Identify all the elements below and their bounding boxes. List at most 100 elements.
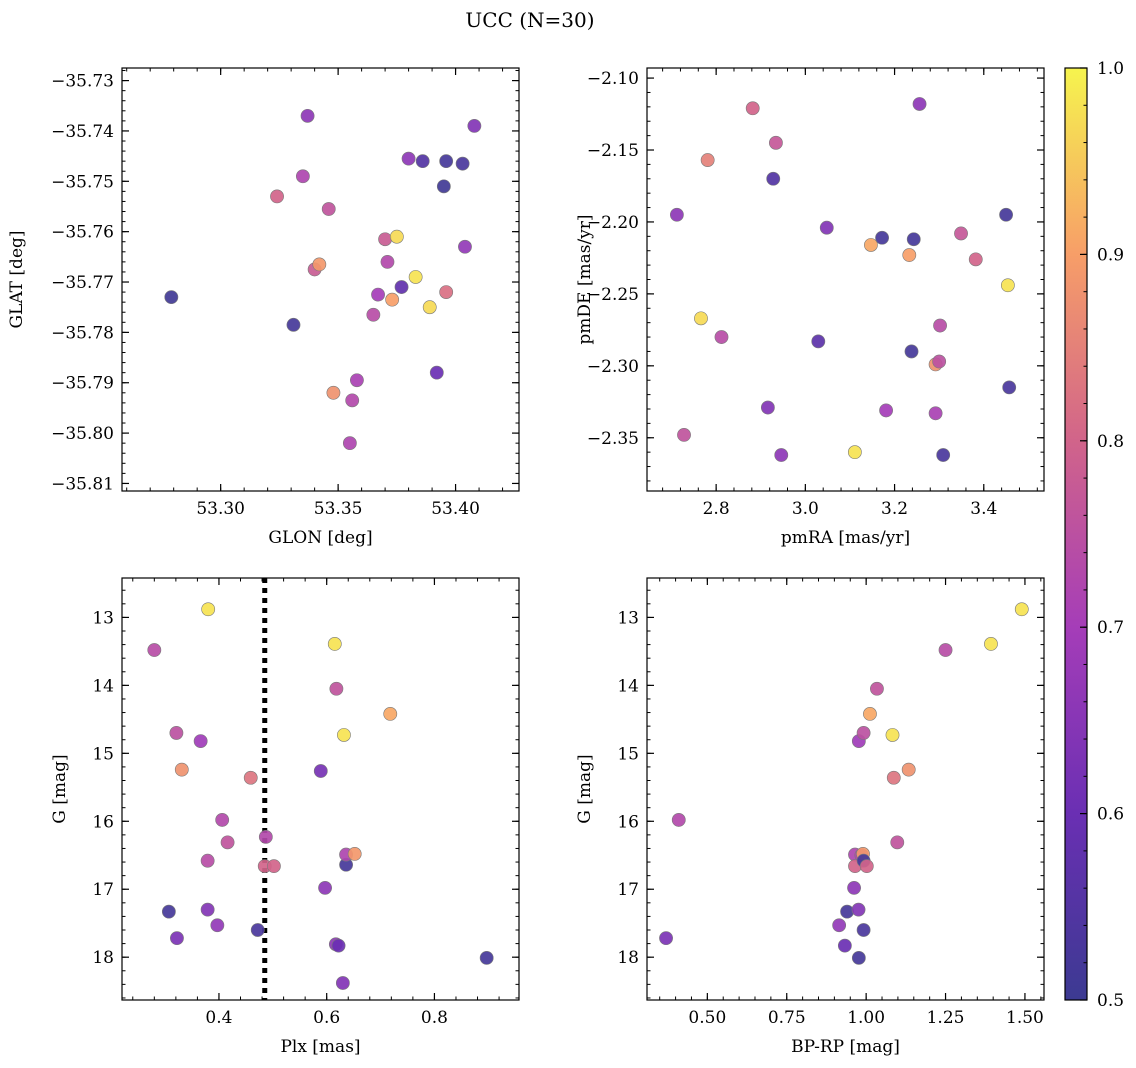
y-axis-label: G [mag] (50, 754, 70, 823)
data-point (879, 403, 893, 418)
data-point (429, 365, 444, 380)
data-point (774, 448, 789, 462)
y-tick-label: −2.35 (587, 429, 639, 449)
data-point (938, 643, 953, 657)
data-point (327, 637, 342, 651)
x-axis-label: GLON [deg] (268, 528, 372, 548)
data-point (200, 902, 215, 917)
axes-frame (121, 577, 520, 1001)
data-point (335, 976, 350, 990)
data-point (439, 154, 454, 169)
data-point (932, 354, 947, 369)
data-point (439, 285, 454, 299)
data-point (760, 400, 775, 415)
y-axis-label: GLAT [deg] (7, 230, 27, 328)
y-tick-label: 15 (92, 744, 114, 764)
data-point (912, 97, 927, 111)
data-point (479, 950, 494, 965)
data-point (890, 835, 905, 850)
data-point (408, 270, 423, 284)
y-axis-label: G [mag] (575, 754, 595, 823)
colorbar-tick-label: 0.9 (1097, 245, 1124, 265)
data-point (659, 931, 673, 946)
figure-title: UCC (N=30) (465, 8, 594, 32)
data-point (295, 169, 310, 184)
y-tick-label: 15 (617, 744, 639, 764)
data-point (669, 207, 684, 222)
data-point (864, 238, 878, 252)
data-point (863, 707, 877, 721)
data-point (250, 923, 265, 937)
data-point (401, 151, 416, 166)
data-point (243, 770, 258, 785)
data-point (347, 846, 362, 861)
panels-layer: 53.30 53.35 53.40 −35.73 −35.74 −35.75 −35.76 −… (7, 67, 1045, 1057)
data-point (326, 385, 341, 400)
x-tick-label: 0.75 (768, 1008, 806, 1028)
data-point (345, 393, 360, 408)
x-tick-label: 0.8 (421, 1008, 448, 1028)
colorbar-tick-label: 0.5 (1097, 991, 1124, 1011)
y-tick-label: −2.10 (587, 69, 639, 89)
data-point (366, 307, 381, 322)
y-tick-label: −2.15 (587, 141, 639, 161)
data-point (147, 643, 162, 657)
data-point (312, 257, 327, 272)
data-point (819, 220, 834, 235)
panel-pmra-pmde: 2.8 3.0 3.2 3.4 −2.10 −2.15 −2.20 −2.25 −2.30 −2.… (575, 67, 1045, 548)
data-point (331, 938, 346, 953)
data-point (851, 902, 866, 917)
data-point (745, 101, 760, 116)
data-point (856, 726, 871, 740)
x-tick-label: 3.2 (881, 499, 908, 519)
data-point (422, 300, 437, 315)
data-point (436, 179, 451, 194)
data-point (313, 764, 328, 778)
data-point (337, 728, 351, 742)
data-point (714, 330, 729, 344)
y-tick-label: −35.81 (51, 474, 114, 494)
data-point (380, 254, 395, 269)
data-point (201, 602, 216, 617)
y-tick-label: 17 (617, 880, 639, 900)
x-tick-label: 53.30 (196, 499, 245, 519)
data-point (458, 239, 472, 254)
x-tick-label: 53.40 (431, 499, 480, 519)
data-point (904, 344, 919, 359)
colorbar-tick-label: 0.7 (1097, 618, 1124, 638)
colorbar-tick-label: 0.6 (1097, 805, 1124, 825)
data-point (210, 918, 225, 933)
axes-frame (121, 67, 520, 492)
y-tick-label: −35.80 (51, 424, 114, 444)
data-point (928, 406, 943, 421)
data-point (875, 230, 889, 245)
data-point (870, 681, 884, 696)
data-point (847, 445, 862, 460)
x-tick-label: 0.50 (688, 1008, 726, 1028)
x-axis-label: Plx [mas] (280, 1037, 360, 1057)
panel-bprp-g: 0.50 0.75 1.00 1.25 1.50 13 14 15 16 17 18 BP-RP [m… (575, 577, 1045, 1057)
y-tick-label: −2.20 (587, 213, 639, 233)
data-point (901, 762, 916, 777)
data-point (389, 229, 404, 244)
data-point (769, 135, 783, 150)
data-point (371, 287, 385, 302)
y-tick-label: 16 (92, 812, 114, 832)
y-tick-label: 18 (92, 948, 114, 968)
panel-glon-glat: 53.30 53.35 53.40 −35.73 −35.74 −35.75 −35.76 −… (7, 67, 520, 548)
y-tick-label: 16 (617, 812, 639, 832)
colorbar-ticks: 0.5 0.6 0.7 0.8 0.9 1.0 (1080, 59, 1124, 1011)
data-point (936, 448, 951, 462)
data-point (329, 681, 344, 696)
x-tick-label: 1.00 (847, 1008, 885, 1028)
data-point (999, 207, 1013, 222)
data-point (200, 853, 215, 868)
data-point (700, 153, 715, 167)
x-tick-label: 0.6 (313, 1008, 340, 1028)
data-point (350, 373, 364, 388)
data-point (455, 156, 470, 171)
y-tick-label: −35.78 (51, 323, 114, 343)
data-point (694, 311, 708, 326)
x-tick-label: 3.4 (970, 499, 997, 519)
data-point (215, 813, 230, 827)
